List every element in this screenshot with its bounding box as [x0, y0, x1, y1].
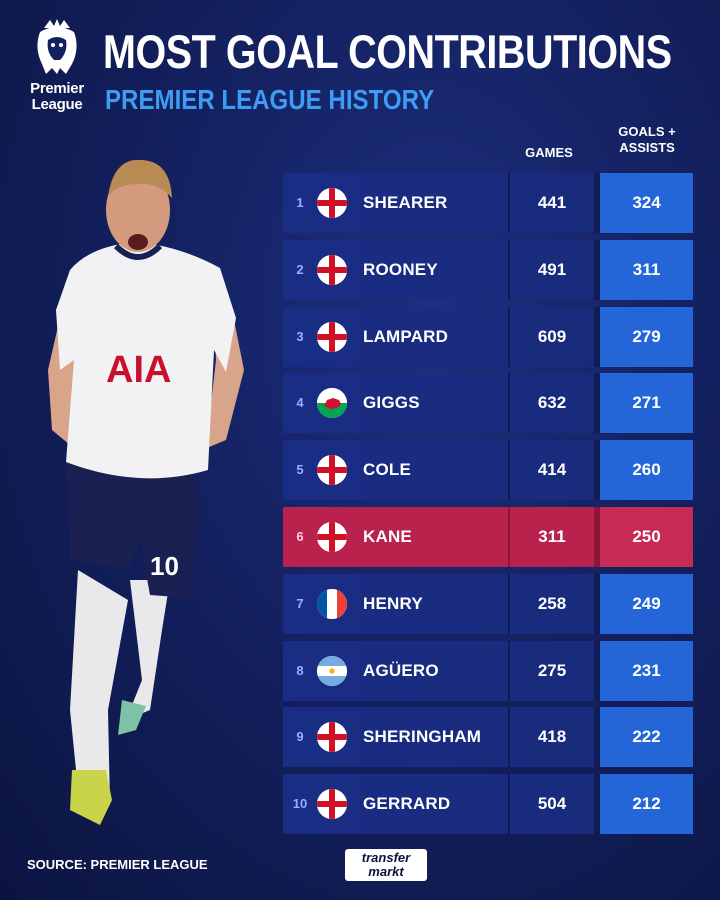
player-name: AGÜERO	[363, 660, 439, 680]
rank-number: 8	[296, 662, 304, 678]
rank-number: 4	[296, 395, 304, 411]
table-row: 7 HENRY 258 249	[283, 573, 693, 634]
rank-number: 1	[296, 195, 304, 210]
argentina-flag-icon	[317, 655, 347, 686]
england-flag-icon	[317, 789, 347, 820]
goals-assists-value: 324	[600, 173, 693, 233]
table-row: 1 SHEARER 441 324	[283, 173, 693, 233]
table-row: 5 COLE 414 260	[283, 440, 693, 501]
column-header-ga-line2: ASSISTS	[619, 140, 675, 155]
games-value: 609	[537, 326, 567, 346]
goals-assists-value: 271	[600, 373, 693, 434]
column-divider	[508, 774, 510, 835]
rank-number: 3	[296, 328, 304, 344]
games-value: 275	[537, 660, 567, 680]
logo-word-league: League	[31, 96, 83, 113]
page-subtitle: PREMIER LEAGUE HISTORY	[105, 84, 435, 115]
france-flag-icon	[317, 588, 347, 619]
table-row: 4 GIGGS 632 271	[283, 373, 693, 434]
goals-assists-value: 231	[600, 640, 693, 701]
column-divider	[508, 506, 510, 567]
england-flag-icon	[317, 521, 347, 552]
table-row-highlighted: 6 KANE 311 250	[283, 506, 693, 567]
column-divider	[508, 239, 510, 300]
column-divider	[594, 373, 600, 434]
transfermarkt-logo: transfer markt	[345, 849, 427, 881]
column-divider	[594, 239, 600, 300]
ranking-table: 1 SHEARER 441 324 2 ROONEY 491 311 3 LAM…	[283, 173, 693, 841]
rank-number: 9	[296, 729, 304, 745]
column-header-goals-assists: GOALS + ASSISTS	[603, 124, 691, 156]
rank-number: 5	[296, 462, 304, 478]
column-divider	[594, 573, 600, 634]
premier-league-logo: Premier League	[22, 18, 92, 118]
player-name: SHERINGHAM	[363, 727, 482, 747]
shirt-sponsor-text: AIA	[106, 349, 171, 391]
column-divider	[594, 640, 600, 701]
goals-assists-value: 311	[600, 239, 693, 300]
goals-assists-value: 222	[600, 707, 693, 768]
column-divider	[508, 306, 510, 367]
table-row: 2 ROONEY 491 311	[283, 239, 693, 300]
table-row: 10 GERRARD 504 212	[283, 774, 693, 835]
england-flag-icon	[317, 188, 347, 218]
lion-crest-icon	[37, 19, 77, 74]
table-row: 8 AGÜERO 275 231	[283, 640, 693, 701]
goals-assists-value: 249	[600, 573, 693, 634]
column-divider	[594, 506, 600, 567]
games-value: 504	[537, 794, 567, 814]
player-name: HENRY	[363, 593, 423, 613]
player-name: GIGGS	[363, 393, 420, 413]
games-value: 491	[537, 259, 567, 279]
player-name: COLE	[363, 460, 412, 480]
goals-assists-value: 260	[600, 440, 693, 501]
player-name: ROONEY	[363, 259, 438, 279]
player-name: KANE	[363, 526, 412, 546]
column-divider	[594, 774, 600, 835]
table-row: 3 LAMPARD 609 279	[283, 306, 693, 367]
column-divider	[508, 373, 510, 434]
source-note: SOURCE: PREMIER LEAGUE	[27, 857, 208, 872]
goals-assists-value: 250	[600, 506, 693, 567]
games-value: 311	[538, 526, 566, 546]
column-header-ga-line1: GOALS +	[618, 124, 676, 139]
column-header-games: GAMES	[525, 145, 573, 160]
column-divider	[508, 573, 510, 634]
goals-assists-value: 279	[600, 306, 693, 367]
england-flag-icon	[317, 254, 347, 285]
player-name: GERRARD	[363, 794, 451, 814]
rank-number: 10	[292, 796, 308, 812]
tm-logo-line2: markt	[368, 864, 404, 879]
column-divider	[594, 707, 600, 768]
page-title: MOST GOAL CONTRIBUTIONS	[103, 25, 672, 78]
rank-number: 7	[296, 595, 304, 611]
games-value: 414	[537, 460, 567, 480]
table-row: 9 SHERINGHAM 418 222	[283, 707, 693, 768]
tm-logo-line1: transfer	[361, 850, 411, 865]
player-name: LAMPARD	[363, 326, 449, 346]
games-value: 258	[537, 593, 567, 613]
player-photo: 10 AIA	[48, 159, 244, 825]
column-divider	[594, 173, 600, 233]
column-divider	[594, 440, 600, 501]
england-flag-icon	[317, 321, 347, 352]
goals-assists-value: 212	[600, 774, 693, 835]
rank-number: 6	[296, 528, 304, 544]
games-value: 441	[537, 193, 567, 212]
games-value: 632	[537, 393, 567, 413]
shorts-number: 10	[150, 551, 179, 581]
england-flag-icon	[317, 722, 347, 753]
rank-number: 2	[296, 261, 304, 277]
column-divider	[508, 173, 510, 233]
column-divider	[508, 440, 510, 501]
player-name: SHEARER	[363, 193, 448, 212]
column-divider	[594, 306, 600, 367]
column-divider	[508, 707, 510, 768]
logo-word-premier: Premier	[30, 80, 84, 97]
games-value: 418	[537, 727, 567, 747]
wales-flag-icon	[317, 388, 347, 419]
column-divider	[508, 640, 510, 701]
england-flag-icon	[317, 455, 347, 486]
